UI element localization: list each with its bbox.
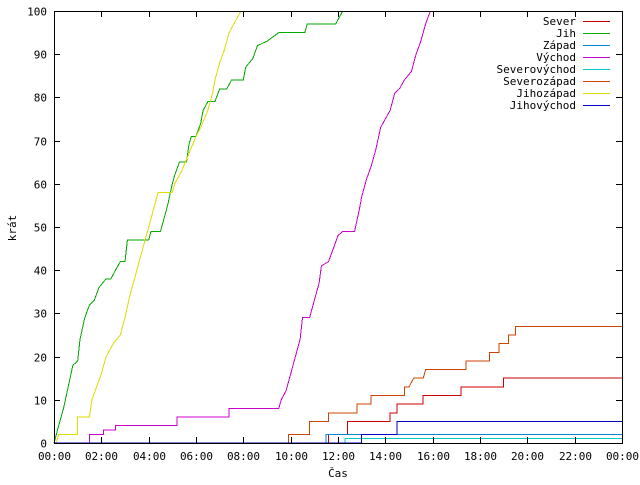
- legend-label: Severovýchod: [497, 63, 576, 76]
- y-tick-label: 60: [34, 179, 47, 192]
- y-tick-label: 40: [34, 265, 47, 278]
- legend-label: Západ: [543, 39, 576, 52]
- x-tick-label: 04:00: [133, 450, 166, 463]
- legend-label: Jihovýchod: [510, 99, 576, 112]
- legend: SeverJihZápadVýchodSeverovýchodSeverozáp…: [497, 15, 610, 112]
- x-tick-label: 16:00: [417, 450, 450, 463]
- y-tick-label: 50: [34, 222, 47, 235]
- series-line-severozápad: [54, 325, 622, 444]
- plot-frame: [54, 11, 623, 444]
- y-tick-label: 90: [34, 49, 47, 62]
- y-tick-label: 100: [27, 6, 47, 19]
- x-tick-label: 02:00: [85, 450, 118, 463]
- x-tick-label: 08:00: [227, 450, 260, 463]
- legend-label: Severozápad: [503, 75, 576, 88]
- y-axis-label: krát: [6, 215, 19, 242]
- y-tick-label: 0: [40, 438, 47, 451]
- x-tick-label: 22:00: [559, 450, 592, 463]
- x-tick-label: 00:00: [38, 450, 71, 463]
- legend-label: Jih: [556, 27, 576, 40]
- y-tick-label: 30: [34, 308, 47, 321]
- series-line-jihozápad: [54, 10, 242, 444]
- x-tick-label: 00:00: [606, 450, 639, 463]
- x-axis-label: Čas: [328, 467, 348, 480]
- x-tick-label: 10:00: [275, 450, 308, 463]
- x-tick-label: 12:00: [322, 450, 355, 463]
- legend-label: Sever: [543, 15, 576, 28]
- ticks-layer: 0 10 20 30 40 50 60 70 80 90 100 00:00 02:00 04:00 06:…: [27, 6, 639, 464]
- y-tick-label: 10: [34, 395, 47, 408]
- legend-label: Jihozápad: [516, 87, 576, 100]
- legend-label: Východ: [536, 51, 576, 64]
- y-tick-label: 70: [34, 136, 47, 149]
- series-line-východ: [54, 10, 431, 444]
- y-tick-label: 20: [34, 352, 47, 365]
- x-tick-label: 18:00: [464, 450, 497, 463]
- y-tick-label: 80: [34, 92, 47, 105]
- x-tick-label: 20:00: [511, 450, 544, 463]
- series-line-jih: [53, 10, 344, 444]
- x-tick-label: 14:00: [369, 450, 402, 463]
- x-tick-label: 06:00: [180, 450, 213, 463]
